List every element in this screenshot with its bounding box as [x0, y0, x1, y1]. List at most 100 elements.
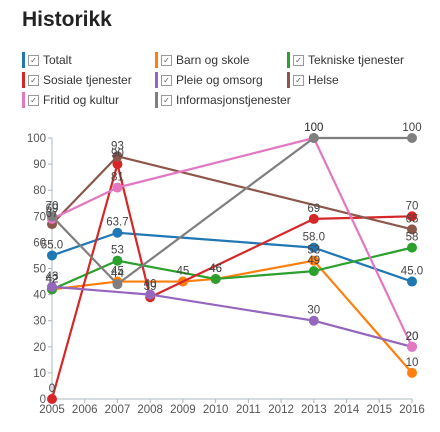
legend-label: Fritid og kultur: [43, 93, 120, 107]
legend-color-swatch: [155, 92, 158, 108]
legend-label: Helse: [308, 73, 339, 87]
legend-item-helse[interactable]: ✓ Helse: [287, 72, 339, 88]
data-label-informasjonstjenester: 44: [111, 268, 124, 280]
data-point-totalt: [308, 242, 319, 253]
data-label-pleie-og-omsorg: 43: [46, 271, 59, 283]
legend-item-pleie-og-omsorg[interactable]: ✓ Pleie og omsorg: [155, 72, 263, 88]
x-tick-label: 2008: [137, 404, 163, 416]
y-tick-label: 10: [33, 368, 46, 380]
y-tick-label: 30: [33, 316, 46, 328]
data-point-pleie-og-omsorg: [308, 315, 319, 326]
data-point-tekniske-tjenester: [112, 255, 123, 266]
data-point-pleie-og-omsorg: [47, 281, 57, 292]
data-point-tekniske-tjenester: [407, 242, 417, 253]
data-label-barn-og-skole: 42: [46, 273, 59, 285]
data-label-tekniske-tjenester: 53: [111, 245, 124, 257]
data-label-barn-og-skole: 53: [307, 245, 320, 257]
data-label-totalt: 55.0: [41, 239, 63, 251]
data-label-fritid-og-kultur: 20: [406, 331, 419, 343]
data-label-tekniske-tjenester: 46: [209, 263, 222, 275]
series-line-totalt: [51, 231, 413, 283]
data-label-barn-og-skole: 10: [406, 357, 419, 369]
legend-color-swatch: [22, 72, 25, 88]
data-label-sosiale-tjenester: 70: [406, 200, 419, 212]
data-point-helse: [112, 151, 123, 162]
legend-label: Informasjonstjenester: [176, 93, 291, 107]
x-tick-label: 2009: [170, 404, 196, 416]
x-tick-label: 2012: [268, 404, 294, 416]
y-tick-label: 0: [40, 394, 46, 406]
data-label-totalt: 45.0: [401, 266, 423, 278]
data-label-informasjonstjenester: 100: [402, 122, 421, 134]
checkbox-icon[interactable]: ✓: [161, 74, 172, 86]
x-tick-label: 2015: [366, 404, 392, 416]
y-tick-label: 90: [33, 159, 46, 171]
data-point-pleie-og-omsorg: [145, 289, 156, 300]
checkbox-icon[interactable]: ✓: [28, 74, 39, 86]
data-label-tekniske-tjenester: 58: [406, 232, 419, 244]
y-tick-label: 70: [33, 211, 46, 223]
legend-item-sosiale-tjenester[interactable]: ✓ Sosiale tjenester: [22, 72, 132, 88]
data-point-barn-og-skole: [407, 367, 417, 378]
legend-color-swatch: [155, 52, 158, 68]
data-label-informasjonstjenester: 100: [304, 122, 323, 134]
data-point-sosiale-tjenester: [112, 159, 123, 170]
data-label-pleie-og-omsorg: 20: [406, 331, 419, 343]
data-point-informasjonstjenester: [112, 279, 123, 290]
data-label-totalt: 58.0: [303, 232, 325, 244]
data-point-totalt: [112, 227, 123, 238]
legend-color-swatch: [287, 72, 290, 88]
y-tick-label: 100: [27, 133, 46, 145]
checkbox-icon[interactable]: ✓: [28, 54, 39, 66]
data-point-sosiale-tjenester: [308, 213, 319, 224]
checkbox-icon[interactable]: ✓: [161, 54, 172, 66]
data-point-informasjonstjenester: [308, 133, 319, 143]
data-label-fritid-og-kultur: 100: [304, 122, 323, 134]
data-point-totalt: [47, 250, 57, 261]
x-tick-label: 2014: [334, 404, 360, 416]
data-label-barn-og-skole: 46: [209, 263, 222, 275]
series-line-pleie-og-omsorg: [51, 285, 413, 348]
data-point-totalt: [407, 276, 417, 287]
data-label-barn-og-skole: 45: [111, 266, 124, 278]
x-tick-label: 2005: [39, 404, 65, 416]
checkbox-icon[interactable]: ✓: [293, 54, 304, 66]
data-point-helse: [407, 224, 417, 235]
legend-item-totalt[interactable]: ✓ Totalt: [22, 52, 72, 68]
data-label-tekniske-tjenester: 49: [307, 255, 320, 267]
data-label-fritid-og-kultur: 81: [111, 172, 124, 184]
data-label-helse: 65: [406, 213, 419, 225]
legend-label: Sosiale tjenester: [43, 73, 132, 87]
data-label-pleie-og-omsorg: 30: [307, 305, 320, 317]
legend-color-swatch: [287, 52, 290, 68]
y-tick-label: 20: [33, 342, 46, 354]
checkbox-icon[interactable]: ✓: [28, 94, 39, 106]
legend-color-swatch: [22, 52, 25, 68]
y-tick-label: 40: [33, 290, 46, 302]
series-line-fritid-og-kultur: [51, 136, 413, 348]
y-tick-label: 80: [33, 185, 46, 197]
checkbox-icon[interactable]: ✓: [293, 74, 304, 86]
data-point-fritid-og-kultur: [407, 341, 417, 352]
series-line-barn-og-skole: [51, 259, 413, 374]
data-label-sosiale-tjenester: 39: [144, 281, 157, 293]
chart-title: Historikk: [22, 8, 112, 31]
checkbox-icon[interactable]: ✓: [161, 94, 172, 106]
series-line-informasjonstjenester: [51, 136, 412, 286]
data-label-helse: 93: [111, 140, 124, 152]
legend-label: Tekniske tjenester: [308, 53, 405, 67]
data-label-totalt: 63.7: [106, 217, 128, 229]
legend-item-barn-og-skole[interactable]: ✓ Barn og skole: [155, 52, 249, 68]
data-label-barn-og-skole: 45: [177, 266, 190, 278]
legend-label: Barn og skole: [176, 53, 250, 67]
x-tick-label: 2006: [72, 404, 98, 416]
legend-item-informasjonstjenester[interactable]: ✓ Informasjonstjenester: [155, 92, 291, 108]
data-point-barn-og-skole: [308, 255, 319, 266]
data-point-sosiale-tjenester: [407, 211, 417, 222]
y-tick-label: 50: [33, 264, 46, 276]
legend-item-fritid-og-kultur[interactable]: ✓ Fritid og kultur: [22, 92, 119, 108]
data-point-informasjonstjenester: [407, 133, 417, 143]
data-label-sosiale-tjenester: 69: [307, 203, 320, 215]
legend-item-tekniske-tjenester[interactable]: ✓ Tekniske tjenester: [287, 52, 404, 68]
